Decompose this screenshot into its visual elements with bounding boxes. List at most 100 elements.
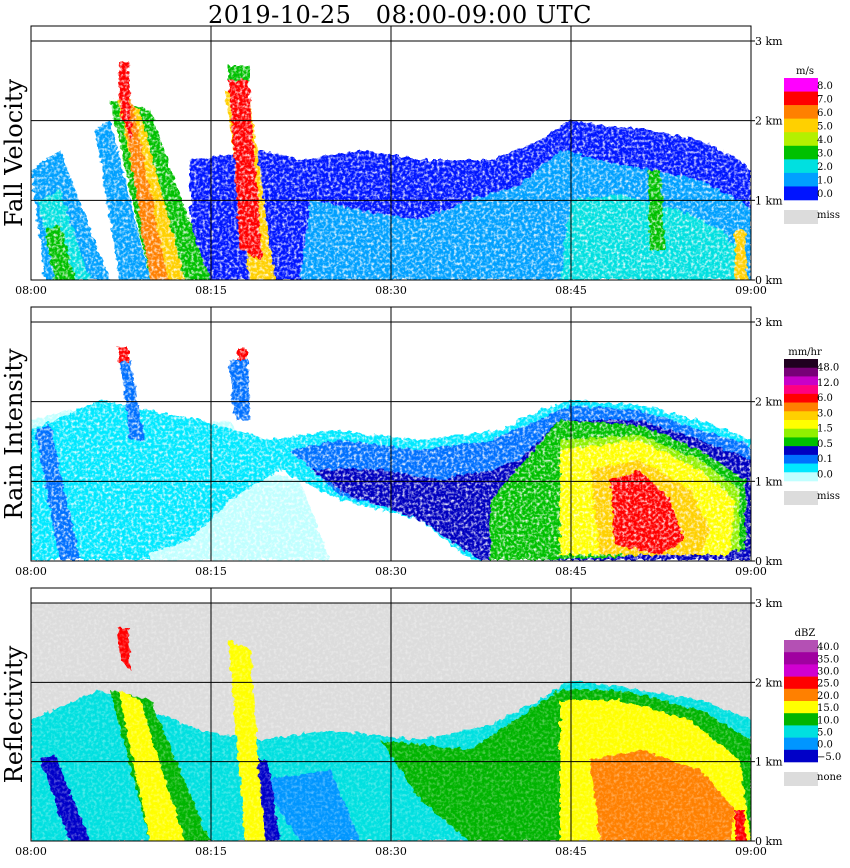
y-tick-label: 2 km [755, 115, 783, 128]
legend-swatch [784, 91, 818, 106]
x-tick-label: 08:45 [555, 845, 587, 858]
legend-missing-label: miss [817, 210, 840, 221]
y-tick-label: 2 km [755, 676, 783, 689]
legend-label: −5.0 [817, 752, 841, 763]
legend-label: 5.0 [817, 728, 833, 739]
legend-label: 6.0 [817, 108, 833, 119]
y-tick-label: 1 km [755, 475, 783, 488]
y-tick-label: 3 km [755, 597, 783, 610]
legend-label: 48.0 [817, 363, 839, 374]
legend-swatch [784, 393, 818, 403]
legend-swatch [784, 78, 818, 92]
legend-swatch [784, 186, 818, 201]
legend-label: 0.5 [817, 439, 833, 450]
x-tick-label: 08:45 [555, 284, 587, 297]
legend-swatch [784, 367, 818, 377]
legend-label: 2.0 [817, 162, 833, 173]
legend-label: 0.1 [817, 454, 833, 465]
legend-label: 12.0 [817, 378, 839, 389]
legend-label: 25.0 [817, 679, 839, 690]
legend-swatch [784, 737, 818, 751]
legend-swatch [784, 411, 818, 421]
legend-swatch [784, 172, 818, 187]
legend-swatch [784, 749, 818, 763]
legend-swatch [784, 676, 818, 690]
panel-ylabel: Rain Intensity [0, 348, 28, 520]
legend-swatch [784, 376, 818, 386]
x-tick-label: 08:00 [15, 565, 47, 578]
legend-swatch [784, 159, 818, 174]
legend-label: 20.0 [817, 691, 839, 702]
legend-swatch [784, 105, 818, 119]
x-tick-label: 08:30 [375, 565, 407, 578]
legend-label: 7.0 [817, 94, 833, 105]
legend-label: 40.0 [817, 642, 839, 653]
y-tick-label: 0 km [755, 555, 783, 568]
legend-label: 8.0 [817, 81, 833, 92]
legend-label: 1.0 [817, 176, 833, 187]
legend-missing-swatch [784, 772, 818, 786]
panel-ylabel: Reflectivity [0, 645, 28, 783]
legend-unit: dBZ [795, 628, 816, 639]
legend-unit: m/s [796, 66, 814, 77]
panel-ylabel: Fall Velocity [0, 79, 28, 228]
legend-swatch [784, 472, 818, 482]
legend-swatch [784, 385, 818, 395]
legend-swatch [784, 118, 818, 133]
legend-label: 0.0 [817, 740, 833, 751]
legend-label: 3.0 [817, 408, 833, 419]
legend-swatch [784, 145, 818, 160]
x-tick-label: 09:00 [735, 565, 767, 578]
legend-missing-label: none [817, 772, 842, 783]
x-tick-label: 08:45 [555, 565, 587, 578]
legend-label: 15.0 [817, 703, 839, 714]
x-tick-label: 08:30 [375, 845, 407, 858]
legend-label: 3.0 [817, 149, 833, 160]
y-tick-label: 1 km [755, 194, 783, 207]
page-title: 2019-10-25 08:00-09:00 UTC [208, 1, 592, 29]
legend-swatch [784, 701, 818, 714]
x-tick-label: 08:00 [15, 845, 47, 858]
y-tick-label: 1 km [755, 756, 783, 769]
legend-swatch [784, 454, 818, 464]
legend-swatch [784, 437, 818, 447]
y-tick-label: 2 km [755, 396, 783, 409]
legend-label: 30.0 [817, 667, 839, 678]
legend-label: 35.0 [817, 654, 839, 665]
x-tick-label: 08:15 [195, 284, 227, 297]
legend-swatch [784, 688, 818, 702]
legend-swatch [784, 420, 818, 430]
legend-label: 6.0 [817, 393, 833, 404]
fall-velocity-panel [31, 41, 751, 280]
x-tick-label: 08:15 [195, 845, 227, 858]
legend-swatch [784, 446, 818, 456]
legend-swatch [784, 359, 818, 369]
x-tick-label: 09:00 [735, 845, 767, 858]
legend-missing-swatch [784, 210, 818, 224]
legend-unit: mm/hr [788, 347, 822, 358]
x-tick-label: 08:30 [375, 284, 407, 297]
x-tick-label: 08:15 [195, 565, 227, 578]
legend-swatch [784, 402, 818, 412]
legend-swatch [784, 652, 818, 665]
legend-missing-swatch [784, 491, 818, 505]
y-tick-label: 3 km [755, 35, 783, 48]
y-tick-label: 0 km [755, 274, 783, 287]
legend-label: 10.0 [817, 715, 839, 726]
legend-swatch [784, 132, 818, 147]
legend-swatch [784, 428, 818, 438]
legend-swatch [784, 664, 818, 677]
legend-label: 4.0 [817, 135, 833, 146]
legend-label: 0.0 [817, 469, 833, 480]
legend-label: 1.5 [817, 424, 833, 435]
y-tick-label: 0 km [755, 835, 783, 848]
y-tick-label: 3 km [755, 316, 783, 329]
legend-swatch [784, 713, 818, 726]
legend-swatch [784, 640, 818, 653]
legend-swatch [784, 725, 818, 738]
legend-swatch [784, 463, 818, 473]
legend-label: 5.0 [817, 121, 833, 132]
x-tick-label: 08:00 [15, 284, 47, 297]
legend-missing-label: miss [817, 491, 840, 502]
